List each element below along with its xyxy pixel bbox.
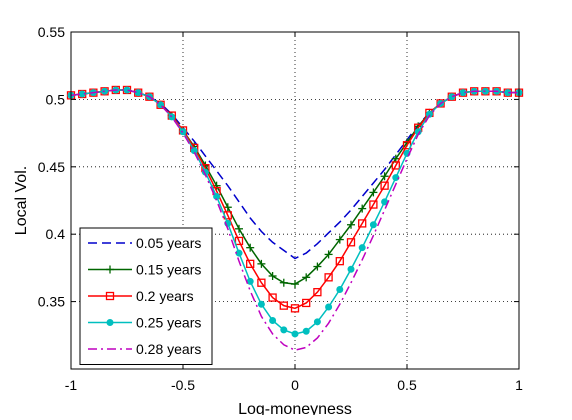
y-tick-label: 0.55 [38,24,65,40]
data-point [358,244,366,252]
data-point [291,330,299,338]
data-point [358,219,367,228]
data-point [380,181,389,190]
data-point [313,262,322,271]
data-point [280,326,288,334]
data-point [392,174,400,182]
grid [71,32,519,369]
data-point [168,113,176,121]
data-point [346,238,356,247]
data-point [313,288,322,297]
data-point [179,128,187,136]
legend-marker [106,319,114,326]
data-point [290,304,300,313]
data-point [369,200,378,209]
x-axis-label: Log-moneyness [238,401,352,415]
series-layer [66,85,524,351]
y-tick-label: 0.5 [46,91,66,107]
data-point [358,204,367,213]
data-point [425,110,433,118]
legend-item: 0.15 years [88,262,201,278]
data-point [279,278,288,287]
legend-label: 0.28 years [136,341,201,357]
data-point [257,300,265,308]
data-point [347,220,355,229]
data-point [380,172,389,181]
data-point [279,301,288,310]
legend: 0.05 years 0.15 years 0.2 years 0.25 years 0… [79,227,213,365]
data-point [257,278,266,287]
data-point [246,259,255,269]
legend-label: 0.15 years [136,262,201,278]
data-point [313,318,321,326]
data-point [325,303,333,311]
data-point [302,327,310,335]
data-point [335,257,344,266]
legend-label: 0.2 years [136,288,194,304]
data-point [268,293,277,302]
data-point [234,236,244,246]
x-tick-label: -0.5 [171,377,195,393]
data-point [257,259,266,268]
data-point [324,273,333,282]
legend-label: 0.25 years [136,315,201,331]
axis-ticks: -1 -0.5 0 0.5 1 0.35 0.4 0.45 0.5 0.55 [38,24,523,393]
x-tick-label: 0.5 [397,377,417,393]
y-tick-label: 0.35 [38,294,65,310]
legend-item: 0.25 years [88,315,201,331]
y-axis-label: Local Vol. [13,166,30,235]
legend-marker [106,265,114,274]
legend-item: 0.28 years [88,341,201,357]
legend-item: 0.05 years [88,235,201,251]
data-point [269,316,277,324]
y-tick-label: 0.4 [46,226,66,242]
x-tick-label: 1 [515,377,523,393]
data-point [235,224,243,233]
data-point [268,271,277,280]
data-point [448,93,456,101]
legend-marker [105,291,115,301]
legend-label: 0.05 years [136,235,201,251]
x-tick-label: -1 [65,377,78,393]
data-point [324,250,333,259]
data-point [369,221,377,229]
data-point [302,273,311,282]
legend-item: 0.2 years [88,288,194,304]
data-point [347,265,355,273]
data-point [481,87,489,95]
data-point [335,235,344,244]
data-point [391,161,400,170]
y-tick-label: 0.45 [38,159,65,175]
data-point [246,243,255,252]
x-tick-label: 0 [291,377,299,393]
data-point [223,203,232,212]
data-point [336,285,344,293]
data-point [291,280,299,289]
data-point [302,298,311,308]
data-point [369,188,378,197]
